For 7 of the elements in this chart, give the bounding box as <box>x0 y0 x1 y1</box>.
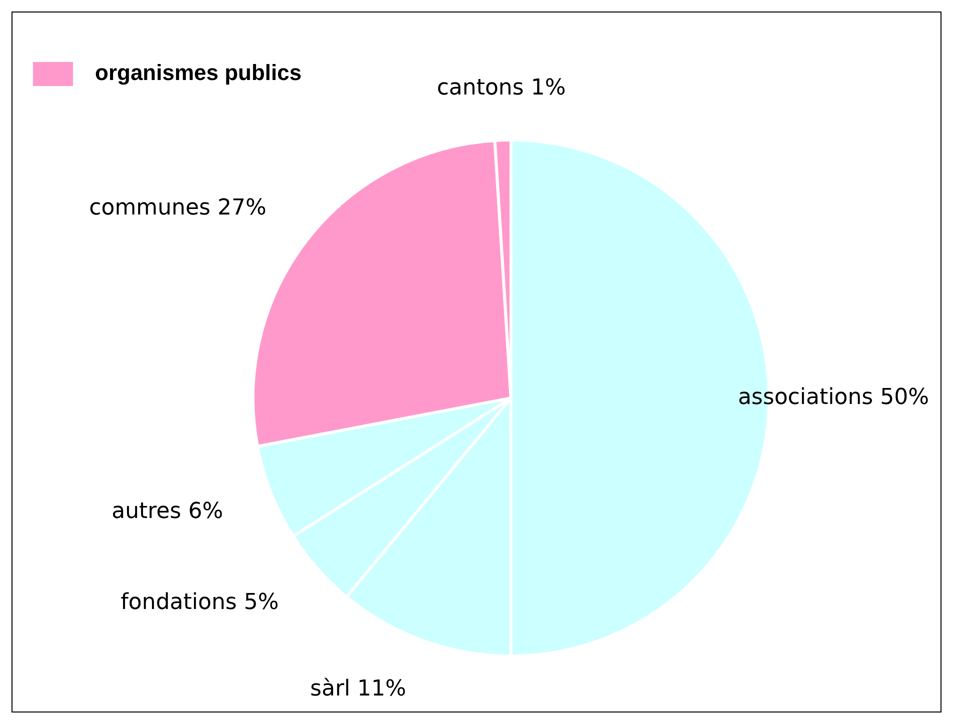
legend-title: organismes publics <box>95 60 302 85</box>
slice-label: autres 6% <box>112 498 224 524</box>
slice-label: fondations 5% <box>120 590 279 615</box>
slice-label: associations 50% <box>738 385 929 410</box>
slice-label: communes 27% <box>89 195 266 220</box>
slice-label: sàrl 11% <box>310 676 406 702</box>
slice-label: cantons 1% <box>436 76 566 101</box>
